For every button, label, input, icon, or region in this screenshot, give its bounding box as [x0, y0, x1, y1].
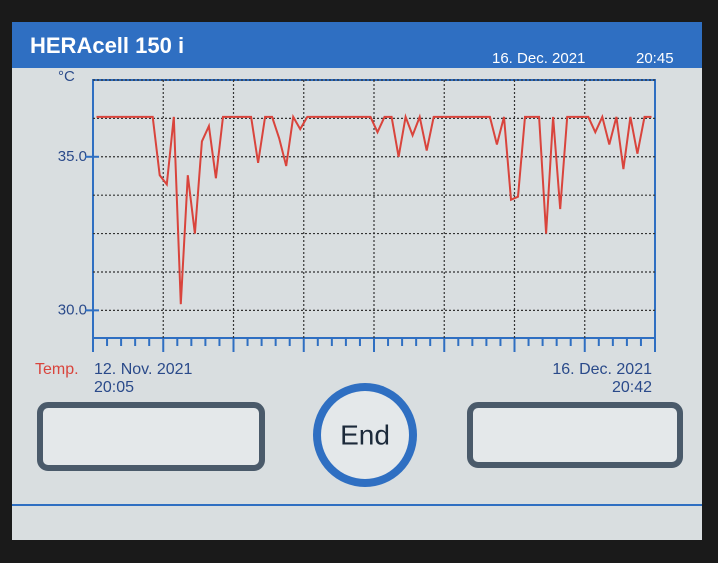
chart: 35.0 30.0 [58, 80, 655, 352]
y-tick-label: 35.0 [58, 148, 87, 165]
right-button[interactable] [470, 405, 680, 465]
x-end-date: 16. Dec. 2021 [552, 361, 652, 378]
y-axis-unit: °C [58, 68, 75, 85]
x-end-time: 20:42 [612, 379, 652, 396]
y-tick-label: 30.0 [58, 301, 87, 318]
screen: HERAcell 150 i 16. Dec. 2021 20:45 °C 35… [0, 0, 718, 563]
bezel-bottom [12, 540, 702, 563]
left-button[interactable] [40, 405, 262, 468]
device-title: HERAcell 150 i [30, 33, 184, 58]
legend-label: Temp. [35, 361, 79, 378]
end-button-label[interactable]: End [340, 419, 390, 450]
header-time: 20:45 [636, 50, 674, 67]
x-start-time: 20:05 [94, 379, 134, 396]
header-date: 16. Dec. 2021 [492, 50, 585, 67]
x-start-date: 12. Nov. 2021 [94, 361, 193, 378]
